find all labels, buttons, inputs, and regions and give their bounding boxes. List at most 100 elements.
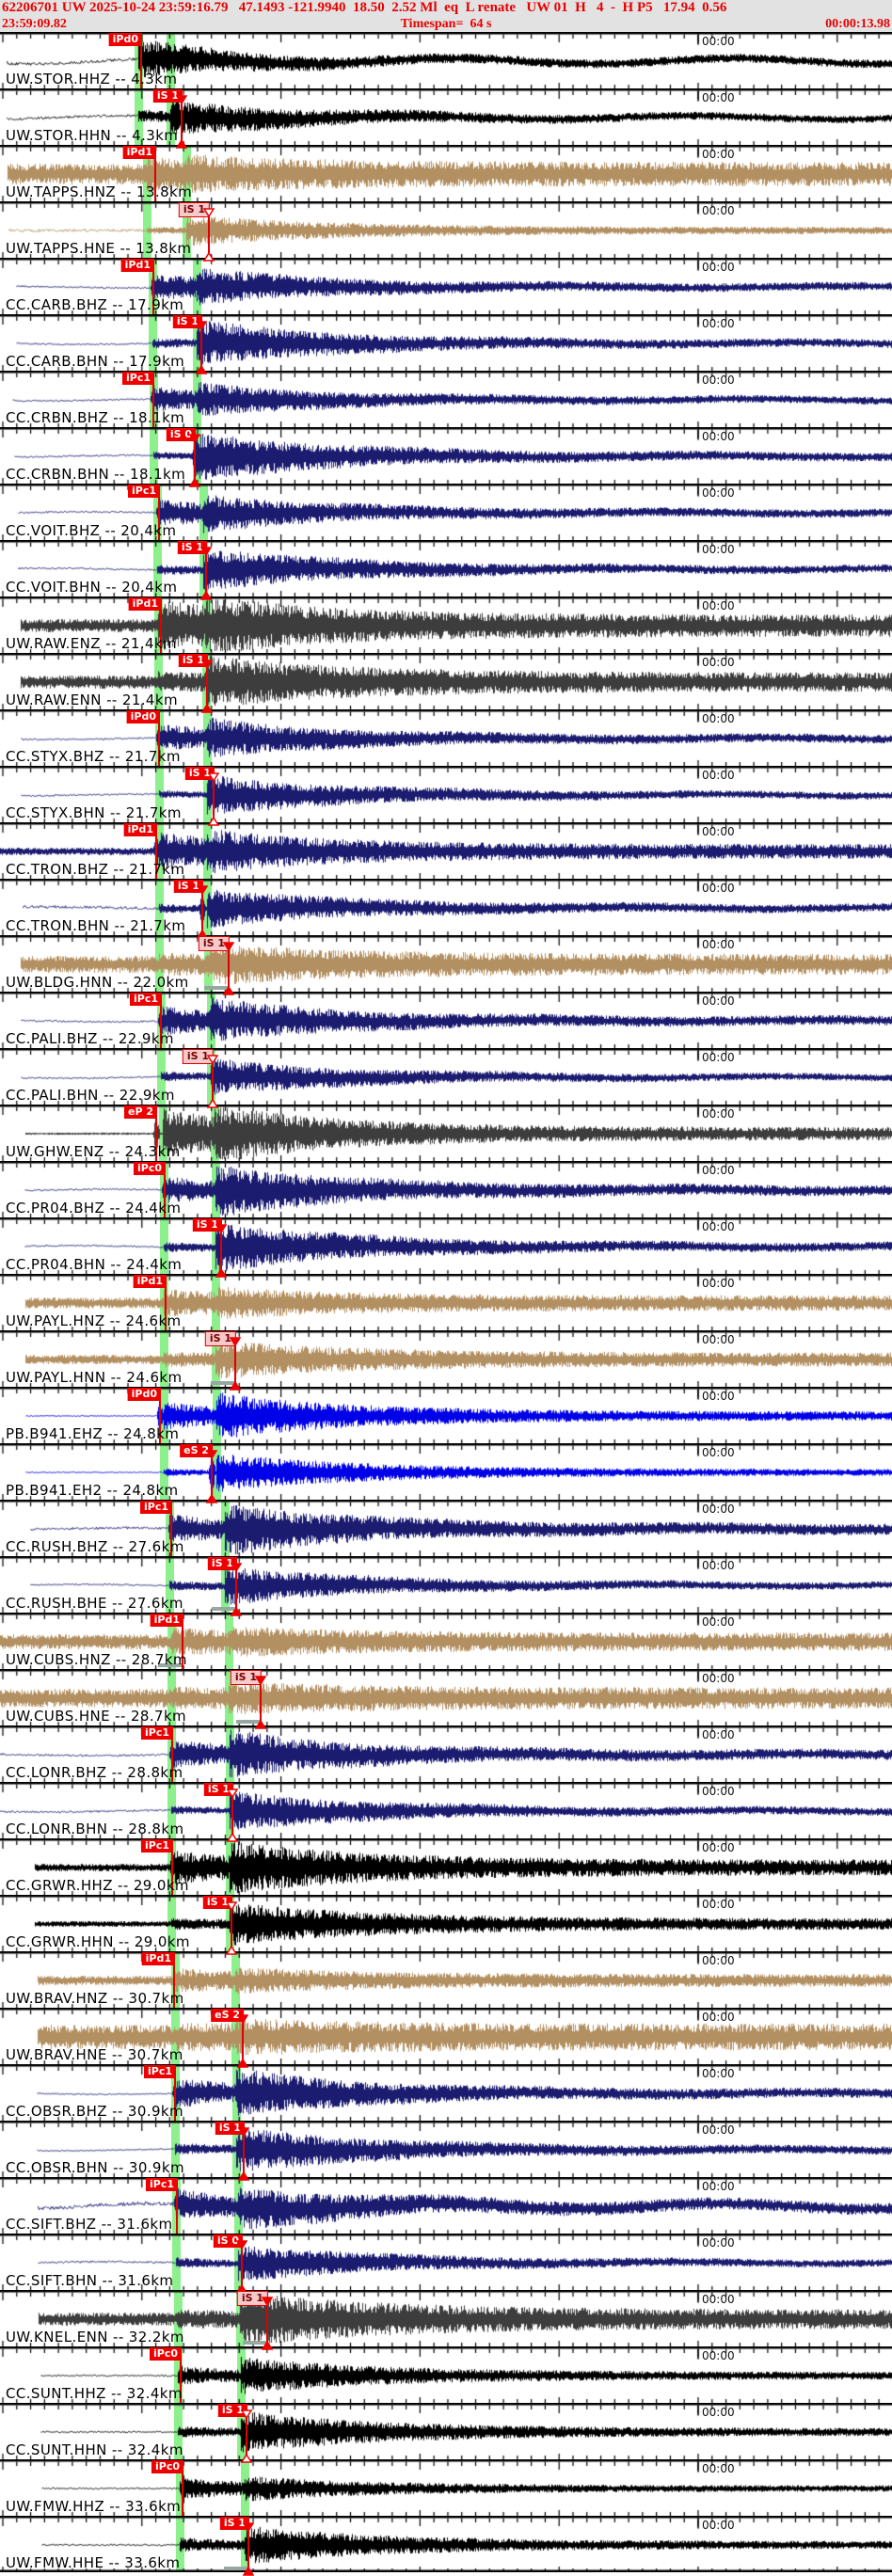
waveform-canvas[interactable] (0, 1217, 892, 1274)
pick-line[interactable] (152, 372, 154, 427)
pick-flag[interactable]: iS 1 (184, 767, 215, 780)
pick-flag[interactable]: iS 0 (166, 428, 196, 441)
waveform-canvas[interactable] (0, 427, 892, 484)
waveform-canvas[interactable] (0, 1613, 892, 1669)
pick-flag[interactable]: iPc1 (129, 993, 162, 1006)
pick-line[interactable] (154, 146, 156, 201)
pick-line[interactable] (234, 1331, 236, 1387)
pick-flag[interactable]: iS 1 (230, 1670, 262, 1685)
pick-flag[interactable]: iS 1 (219, 2517, 249, 2530)
pick-line[interactable] (140, 33, 142, 88)
pick-flag[interactable]: iPd1 (141, 1952, 175, 1965)
pick-line[interactable] (205, 541, 207, 596)
pick-line[interactable] (211, 1444, 213, 1500)
pick-line[interactable] (173, 1952, 175, 2008)
pick-line[interactable] (206, 654, 208, 709)
pick-flag[interactable]: iPd1 (133, 1275, 167, 1288)
pick-flag[interactable]: iPd1 (150, 1614, 183, 1627)
pick-line[interactable] (266, 2291, 268, 2346)
waveform-canvas[interactable] (0, 1669, 892, 1725)
waveform-canvas[interactable] (0, 88, 892, 145)
pick-line[interactable] (201, 880, 203, 935)
pick-line[interactable] (220, 1218, 222, 1274)
pick-flag[interactable]: iPc0 (151, 2460, 183, 2473)
waveform-canvas[interactable] (0, 766, 892, 822)
pick-flag[interactable]: iPd0 (126, 710, 160, 724)
pick-line[interactable] (200, 315, 202, 371)
pick-line[interactable] (171, 1839, 173, 1895)
pick-line[interactable] (165, 1275, 167, 1330)
pick-flag[interactable]: iS 1 (236, 2291, 268, 2306)
pick-flag[interactable]: eS 2 (211, 2009, 244, 2022)
pick-line[interactable] (158, 485, 160, 540)
pick-line[interactable] (228, 936, 230, 992)
waveform-canvas[interactable] (0, 2121, 892, 2177)
waveform-canvas[interactable] (0, 2403, 892, 2459)
pick-flag[interactable]: iPc0 (133, 1162, 166, 1175)
waveform-canvas[interactable] (0, 1443, 892, 1500)
pick-line[interactable] (212, 1049, 214, 1105)
pick-line[interactable] (213, 767, 215, 822)
waveform-canvas[interactable] (0, 1895, 892, 1951)
pick-line[interactable] (181, 89, 183, 145)
waveform-canvas[interactable] (0, 314, 892, 371)
waveform-canvas[interactable] (0, 2290, 892, 2346)
pick-line[interactable] (246, 2404, 247, 2459)
pick-line[interactable] (171, 1726, 173, 1782)
pick-line[interactable] (242, 2009, 244, 2064)
pick-line[interactable] (180, 2347, 182, 2403)
pick-flag[interactable]: iS 1 (182, 1049, 214, 1064)
waveform-canvas[interactable] (0, 2346, 892, 2403)
waveform-canvas[interactable] (0, 540, 892, 596)
waveform-canvas[interactable] (0, 2516, 892, 2572)
pick-line[interactable] (231, 1783, 233, 1838)
pick-flag[interactable]: eS 2 (180, 1444, 213, 1457)
pick-line[interactable] (159, 1388, 161, 1443)
pick-flag[interactable]: iS 1 (173, 880, 203, 893)
pick-line[interactable] (170, 1501, 172, 1556)
pick-line[interactable] (243, 2122, 245, 2177)
pick-line[interactable] (155, 1105, 157, 1161)
pick-flag[interactable]: iS 1 (203, 1783, 233, 1796)
pick-flag[interactable]: iS 1 (207, 1557, 237, 1570)
pick-flag[interactable]: iPd1 (128, 597, 162, 611)
pick-line[interactable] (194, 428, 196, 484)
pick-line[interactable] (152, 259, 154, 314)
pick-line[interactable] (160, 597, 162, 653)
pick-flag[interactable]: iPd1 (122, 146, 156, 159)
pick-line[interactable] (164, 1162, 166, 1217)
pick-flag[interactable]: eP 2 (123, 1105, 157, 1119)
pick-line[interactable] (208, 202, 210, 258)
pick-flag[interactable]: iPd0 (108, 33, 142, 46)
waveform-canvas[interactable] (0, 2234, 892, 2290)
pick-line[interactable] (231, 1896, 232, 1951)
pick-line[interactable] (174, 2065, 176, 2121)
pick-flag[interactable]: iPc0 (149, 2347, 182, 2361)
pick-flag[interactable]: iS 1 (177, 541, 207, 554)
waveform-canvas[interactable] (0, 2459, 892, 2516)
pick-flag[interactable]: iS 1 (172, 315, 202, 328)
pick-flag[interactable]: iPc1 (139, 1501, 172, 1514)
pick-flag[interactable]: iS 1 (202, 1896, 232, 1909)
waveform-canvas[interactable] (0, 1048, 892, 1105)
waveform-canvas[interactable] (0, 879, 892, 935)
waveform-canvas[interactable] (0, 2008, 892, 2064)
pick-line[interactable] (241, 2234, 243, 2290)
pick-flag[interactable]: iPd1 (120, 259, 154, 272)
waveform-canvas[interactable] (0, 935, 892, 992)
pick-line[interactable] (247, 2517, 249, 2572)
waveform-canvas[interactable] (0, 1556, 892, 1613)
pick-flag[interactable]: iS 1 (152, 89, 183, 103)
pick-line[interactable] (176, 2178, 178, 2234)
waveform-canvas[interactable] (0, 201, 892, 258)
waveform-canvas[interactable] (0, 1330, 892, 1387)
pick-flag[interactable]: iS 1 (215, 2122, 245, 2135)
pick-flag[interactable]: iPc1 (145, 2178, 178, 2191)
waveform-canvas[interactable] (0, 32, 892, 88)
pick-line[interactable] (182, 1614, 183, 1669)
pick-line[interactable] (158, 710, 160, 766)
waveform-canvas[interactable] (0, 1782, 892, 1838)
pick-flag[interactable]: iPc1 (121, 372, 154, 385)
pick-flag[interactable]: iPc1 (140, 1839, 173, 1852)
pick-flag[interactable]: iS 1 (178, 654, 208, 667)
